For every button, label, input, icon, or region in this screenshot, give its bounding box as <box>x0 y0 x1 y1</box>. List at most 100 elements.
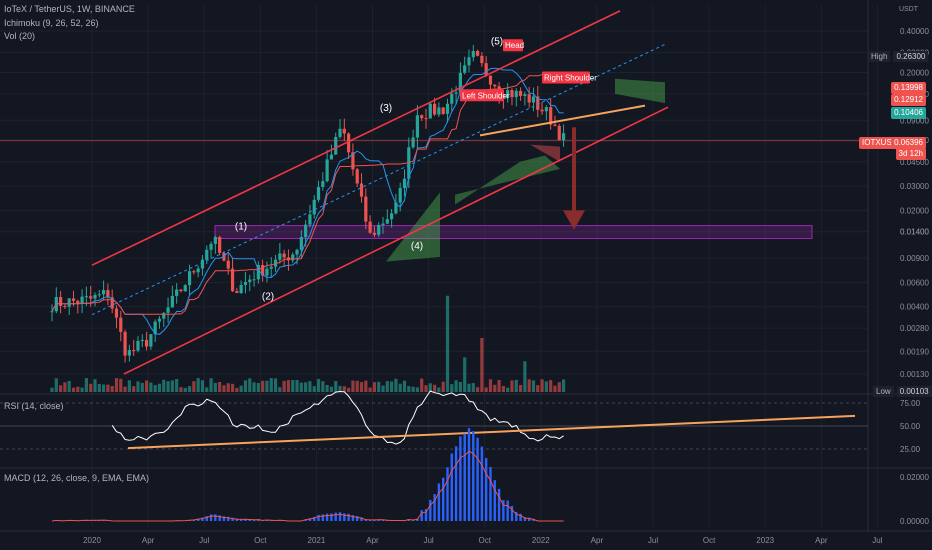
candle-body <box>355 169 359 184</box>
macd-tick-label: 0.00000 <box>900 517 929 526</box>
price-tag-2: 0.12912 <box>891 94 926 106</box>
macd-histogram-bar <box>446 467 449 521</box>
candle-body <box>299 237 303 250</box>
macd-histogram-bar <box>360 517 363 521</box>
volume-bar <box>54 378 58 392</box>
volume-bar <box>183 387 187 392</box>
ichimoku-cloud <box>386 78 665 262</box>
rsi-line <box>111 390 564 445</box>
volume-bar <box>101 384 106 392</box>
candle-body <box>553 124 557 126</box>
candle-body <box>527 94 531 103</box>
volume-bar <box>501 385 505 392</box>
macd-histogram-bar <box>201 517 204 521</box>
volume-bar <box>527 379 531 392</box>
macd-legend[interactable]: MACD (12, 26, close, 9, EMA, EMA) <box>4 473 150 483</box>
candle-body <box>402 178 407 189</box>
volume-bar <box>200 380 205 392</box>
candle-body <box>144 339 149 347</box>
volume-bar <box>84 378 88 392</box>
volume-bar <box>514 379 518 392</box>
macd-histogram-bar <box>321 514 325 521</box>
channel-lines <box>0 10 868 375</box>
time-tick-label: 2023 <box>756 536 774 545</box>
volume-bar <box>437 387 441 392</box>
candle-body <box>561 133 566 141</box>
time-tick-label: Jul <box>423 536 433 545</box>
volume-bar <box>153 385 157 392</box>
volume-bar <box>239 385 243 392</box>
time-tick-label: Jul <box>648 536 658 545</box>
volume-bar <box>385 381 389 392</box>
volume-legend[interactable]: Vol (20) <box>4 31 36 41</box>
candle-body <box>239 284 243 294</box>
rsi-legend[interactable]: RSI (14, close) <box>4 401 64 411</box>
macd-histogram-bar <box>214 514 217 521</box>
candle-body <box>213 237 217 244</box>
pane-separators <box>0 0 932 532</box>
tenkan-line <box>51 67 564 335</box>
candle-body <box>140 339 144 342</box>
volume-bar <box>269 378 273 392</box>
high-label: High <box>868 51 891 62</box>
candle-body <box>549 107 553 125</box>
currency-label: USDT <box>898 6 918 13</box>
volume-bar <box>299 382 303 392</box>
candle-body <box>454 92 458 94</box>
low-value: 0.00103 <box>896 386 932 397</box>
volume-bar <box>291 380 295 392</box>
candle-body <box>424 118 428 120</box>
macd-histogram-bar <box>222 516 226 521</box>
wave-label: (4) <box>411 241 423 252</box>
volume-bar <box>209 378 213 392</box>
candle-body <box>153 321 157 335</box>
candle-body <box>235 291 239 294</box>
volume-bar <box>523 361 527 392</box>
time-tick-label: Apr <box>142 536 155 545</box>
price-tick-label: 0.00130 <box>900 370 929 379</box>
macd-histogram-bar <box>416 518 419 521</box>
volume-bar <box>493 384 497 392</box>
volume-bar <box>364 380 368 392</box>
macd-histogram-bar <box>506 500 509 521</box>
target-arrow-head <box>563 210 585 230</box>
volume-bar <box>248 378 252 392</box>
macd-histogram-bar <box>523 517 527 521</box>
macd-tick-label: 0.02000 <box>900 473 929 482</box>
time-tick-label: 2021 <box>308 536 326 545</box>
rsi-tick-label: 75.00 <box>900 399 921 408</box>
macd-histogram-bar <box>356 516 359 521</box>
candle-body <box>76 300 80 304</box>
macd-histogram-bar <box>489 466 492 521</box>
volume-bar <box>377 381 381 392</box>
candle-body <box>157 318 162 322</box>
candle-body <box>342 128 346 134</box>
volume-bar <box>390 381 394 392</box>
candle-body <box>127 350 131 356</box>
volume-bar <box>157 383 162 392</box>
candle-body <box>338 128 342 137</box>
candle-body <box>106 290 110 298</box>
macd-histogram-bar <box>510 505 514 521</box>
candle-body <box>291 254 295 261</box>
candle-body <box>209 243 213 250</box>
volume-bar <box>321 381 325 392</box>
candle-body <box>557 125 561 141</box>
candle-body <box>385 219 389 224</box>
candle-body <box>187 271 192 286</box>
rsi-tick-label: 25.00 <box>900 445 921 454</box>
ichimoku-legend[interactable]: Ichimoku (9, 26, 52, 26) <box>4 18 99 28</box>
macd-histogram-bar <box>429 499 432 521</box>
candle-body <box>248 279 252 283</box>
candle-body <box>119 317 123 332</box>
candle-body <box>166 307 170 313</box>
candle-body <box>463 65 467 73</box>
volume-bar <box>256 383 260 392</box>
neckline <box>479 104 646 137</box>
candle-body <box>110 297 114 309</box>
macd-histogram-bar <box>424 509 428 521</box>
candle-body <box>334 136 338 155</box>
candle-body <box>132 350 136 352</box>
volume-bar <box>531 380 536 392</box>
